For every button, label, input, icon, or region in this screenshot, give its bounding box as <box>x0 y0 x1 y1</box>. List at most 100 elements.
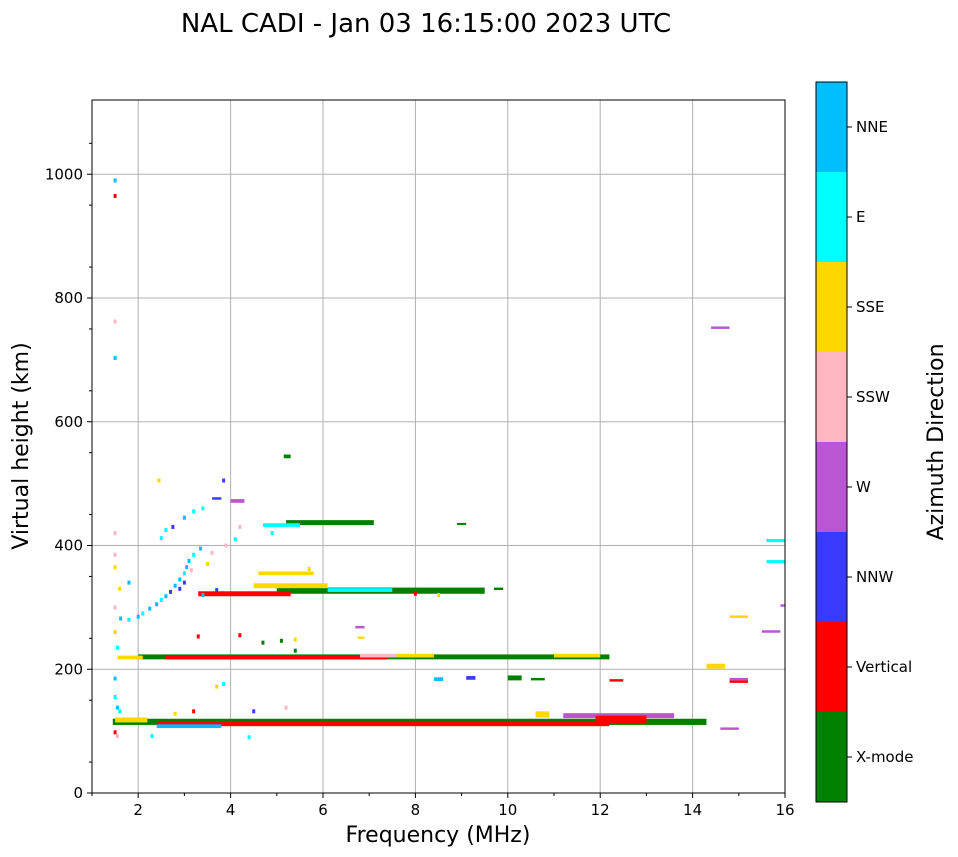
echo-point <box>233 537 237 542</box>
y-tick-label: 600 <box>54 413 83 431</box>
y-tick-label: 1000 <box>45 165 83 183</box>
x-tick-label: 4 <box>226 801 236 819</box>
echo-point <box>210 550 214 555</box>
echo-segment <box>729 615 749 618</box>
echo-point <box>159 536 163 541</box>
x-tick-label: 14 <box>683 801 702 819</box>
echo-point <box>113 695 117 700</box>
echo-point <box>222 478 226 483</box>
x-tick-label: 8 <box>411 801 421 819</box>
echo-point <box>293 637 297 642</box>
echo-point <box>113 531 117 536</box>
echo-segment <box>530 677 545 681</box>
echo-point <box>437 593 440 597</box>
y-tick-label: 400 <box>54 537 83 555</box>
colorbar-swatch <box>816 172 847 262</box>
echo-segment <box>595 715 647 724</box>
echo-point <box>182 515 186 520</box>
echo-segment <box>253 583 328 589</box>
echo-point <box>113 193 117 198</box>
echo-point <box>113 630 117 635</box>
echo-point <box>185 565 189 570</box>
echo-segment <box>535 711 550 718</box>
colorbar-swatch <box>816 82 847 172</box>
echo-point <box>173 711 177 716</box>
echo-point <box>118 709 122 714</box>
echo-point <box>155 602 159 607</box>
colorbar-tick-label: SSE <box>856 298 885 316</box>
echo-segment <box>729 680 749 683</box>
echo-point <box>215 588 219 593</box>
echo-point <box>113 676 117 681</box>
echo-point <box>115 734 119 739</box>
x-tick-label: 16 <box>775 801 794 819</box>
echo-segment <box>156 724 222 729</box>
echo-point <box>119 616 123 621</box>
echo-point <box>270 531 274 536</box>
echo-point <box>293 648 297 653</box>
echo-point <box>115 645 119 650</box>
echo-point <box>215 684 219 689</box>
echo-point <box>127 617 131 622</box>
echo-traces <box>112 178 785 740</box>
echo-point <box>206 562 209 567</box>
colorbar-tick-label: NNE <box>856 118 888 136</box>
plot-frame <box>91 99 786 794</box>
echo-segment <box>766 539 785 543</box>
echo-point <box>192 552 196 557</box>
echo-segment <box>711 326 730 329</box>
echo-point <box>413 591 417 596</box>
colorbar-swatch <box>816 262 847 352</box>
x-tick-label: 6 <box>318 801 328 819</box>
echo-segment <box>780 604 785 607</box>
echo-point <box>192 509 196 514</box>
colorbar-tick-label: Vertical <box>856 658 912 676</box>
echo-point <box>201 593 205 597</box>
echo-point <box>118 586 122 591</box>
echo-segment <box>327 588 393 592</box>
echo-segment <box>720 727 739 730</box>
echo-segment <box>433 677 444 682</box>
y-tick-label: 200 <box>54 660 83 678</box>
echo-segment <box>359 653 397 658</box>
echo-point <box>238 633 242 638</box>
echo-point <box>279 638 283 643</box>
colorbar-tick-label: X-mode <box>856 748 913 766</box>
colorbar-frame <box>815 81 848 803</box>
x-tick-label: 10 <box>498 801 517 819</box>
colorbar-swatch <box>816 352 847 442</box>
colorbar-swatch <box>816 532 847 622</box>
colorbar: NNE E SSE SSW W NNW Vertical X-mode <box>815 81 913 803</box>
echo-segment <box>456 522 467 525</box>
y-tick-label: 800 <box>54 289 83 307</box>
y-tick-label: 0 <box>73 784 83 802</box>
axis-ticks: 2 4 6 8 10 12 14 16 0 200 400 600 800 1000 <box>45 142 795 819</box>
x-tick-label: 2 <box>133 801 143 819</box>
echo-point <box>150 734 154 739</box>
echo-point <box>178 586 182 591</box>
echo-point <box>178 577 182 582</box>
echo-point <box>115 705 119 710</box>
echo-point <box>189 568 193 573</box>
echo-segment <box>117 655 143 660</box>
echo-segment <box>258 571 314 576</box>
echo-point <box>252 709 256 714</box>
echo-segment <box>230 499 245 503</box>
colorbar-swatch <box>816 622 847 712</box>
echo-segment <box>766 560 785 564</box>
echo-point <box>222 682 226 687</box>
echo-point <box>182 571 186 576</box>
echo-segment <box>355 625 365 629</box>
colorbar-swatch <box>816 442 847 532</box>
echo-segment <box>357 636 365 639</box>
echo-point <box>136 614 140 619</box>
echo-point <box>113 356 117 361</box>
echo-point <box>157 478 161 483</box>
echo-point <box>173 583 177 588</box>
echo-segment <box>262 523 300 527</box>
echo-point <box>261 640 265 645</box>
echo-segment <box>165 655 388 660</box>
echo-segment <box>554 653 601 658</box>
echo-segment <box>212 497 222 500</box>
echo-segment <box>396 653 434 658</box>
